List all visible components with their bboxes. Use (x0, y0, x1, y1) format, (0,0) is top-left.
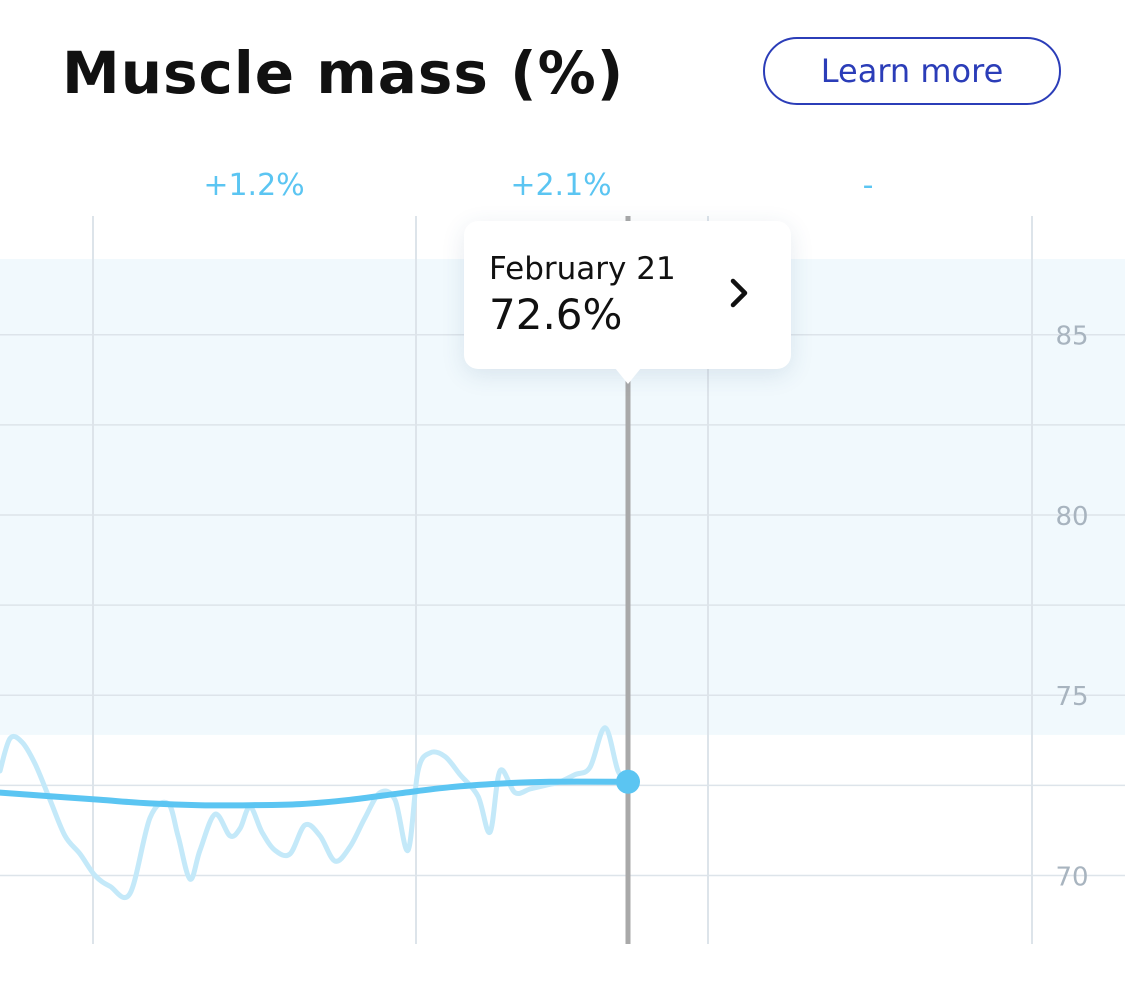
y-tick-label: 70 (1055, 863, 1088, 893)
y-tick-label: 80 (1055, 502, 1088, 532)
trend-series-line (0, 778, 631, 809)
data-tooltip[interactable]: February 21 72.6% (464, 221, 791, 384)
period-change-label: - (862, 168, 874, 203)
raw-series-line (0, 725, 631, 901)
y-tick-label: 85 (1055, 322, 1088, 352)
page-title: Muscle mass (%) (62, 39, 625, 107)
period-change-label: +2.1% (510, 168, 612, 203)
y-tick-label: 75 (1055, 682, 1088, 712)
period-change-label: +1.2% (203, 168, 305, 203)
tooltip-value: 72.6% (489, 290, 623, 339)
selected-data-point (616, 769, 640, 794)
chevron-right-icon[interactable] (723, 277, 755, 309)
learn-more-button[interactable]: Learn more (763, 37, 1061, 105)
tooltip-date: February 21 (489, 251, 676, 287)
